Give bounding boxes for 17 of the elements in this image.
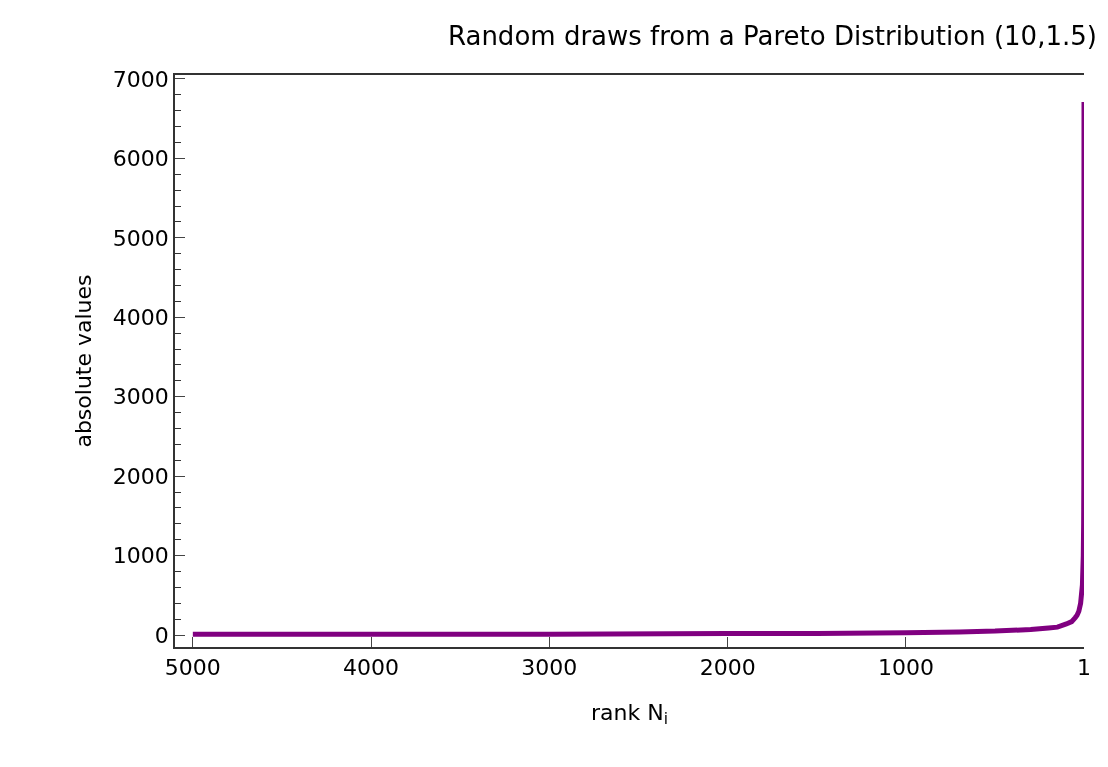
x-tick-label: 1000 [877,655,934,681]
y-tick-label: 7000 [112,66,169,92]
x-tick-label: 5000 [164,655,221,681]
x-tick-label: 2000 [699,655,756,681]
x-tick-label: 4000 [343,655,400,681]
y-tick-label: 0 [154,622,169,648]
y-tick-label: 6000 [112,146,169,172]
y-tick-label: 2000 [112,463,169,489]
y-tick-label: 5000 [112,225,169,251]
y-tick-label: 4000 [112,305,169,331]
y-tick-label: 3000 [112,384,169,410]
x-axis-title: rank N$_{i}$ [591,699,668,729]
y-axis-title: absolute values [71,274,97,448]
x-tick-label: 1 [1077,655,1091,681]
y-tick-label: 1000 [112,543,169,569]
x-tick-label: 3000 [521,655,578,681]
chart-title: Random draws from a Pareto Distribution (10,1.5) [447,21,1097,52]
